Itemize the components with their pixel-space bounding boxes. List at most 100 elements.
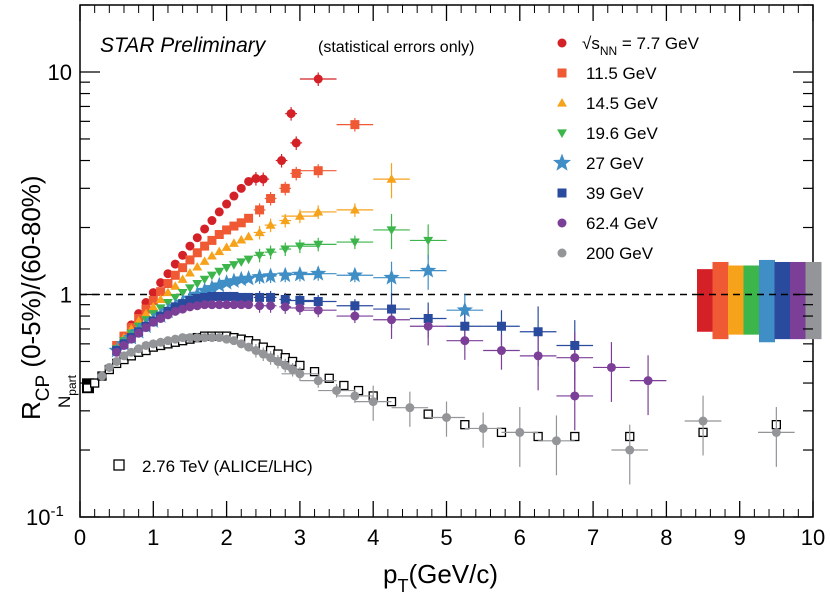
data-point [206, 271, 217, 281]
data-point [214, 207, 224, 217]
data-point [163, 269, 173, 279]
svg-text:Npart: Npart [55, 374, 79, 408]
data-point [200, 300, 210, 310]
data-point [229, 221, 239, 231]
x-tick-label: 4 [367, 525, 379, 550]
alice-legend-entry: 2.76 TeV (ALICE/LHC) [113, 457, 313, 476]
y-axis-title-main: R [16, 401, 46, 420]
data-point [178, 333, 188, 343]
data-point [141, 340, 151, 350]
data-point [533, 327, 543, 337]
data-point [222, 291, 232, 301]
data-point [255, 205, 265, 215]
data-point [211, 276, 228, 293]
legend-label: 39 GeV [586, 184, 644, 203]
x-tick-label: 1 [147, 525, 159, 550]
data-point [291, 138, 301, 148]
data-point [178, 304, 188, 314]
data-point [266, 353, 276, 363]
data-point [280, 360, 290, 370]
data-point [156, 337, 166, 347]
data-point [222, 300, 232, 310]
data-point [185, 295, 195, 305]
data-point [229, 300, 239, 310]
data-point [112, 356, 122, 366]
x-tick-label: 0 [74, 525, 86, 550]
systematic-band [697, 269, 713, 332]
data-point [148, 339, 158, 349]
data-point [200, 292, 210, 302]
data-point [350, 311, 360, 321]
data-point [294, 211, 305, 220]
data-point [244, 300, 254, 310]
data-point [313, 376, 323, 386]
x-tick-label: 6 [514, 525, 526, 550]
data-point [148, 301, 159, 311]
data-point [229, 291, 239, 301]
data-point [643, 376, 653, 386]
x-tick-label: 7 [587, 525, 599, 550]
data-point [229, 191, 239, 201]
data-point [460, 336, 470, 346]
data-point [192, 293, 202, 303]
legend-marker [557, 98, 567, 107]
data-point [236, 218, 246, 228]
data-point [221, 264, 232, 273]
alice-data-point [339, 380, 349, 391]
data-point [170, 293, 181, 303]
data-point [771, 427, 781, 437]
data-point [225, 272, 243, 288]
data-point [346, 266, 364, 283]
legend-marker [557, 188, 567, 198]
data-point [295, 303, 305, 313]
data-point [112, 347, 122, 357]
legend-marker [557, 38, 567, 48]
alice-legend-label: 2.76 TeV (ALICE/LHC) [142, 457, 313, 476]
data-point [313, 74, 323, 84]
data-point [141, 308, 151, 318]
data-point [192, 301, 202, 311]
legend-label: 27 GeV [586, 154, 644, 173]
data-point [200, 241, 210, 251]
data-point [295, 295, 305, 305]
data-point [214, 333, 224, 343]
data-point [207, 216, 217, 226]
data-point [178, 250, 188, 260]
data-point [288, 365, 298, 375]
legend-label: 19.6 GeV [586, 124, 658, 143]
data-point [222, 199, 232, 209]
data-point [199, 275, 210, 285]
alice-data-point [533, 431, 543, 442]
y-axis-title-sub: CP [33, 375, 54, 401]
data-point [214, 230, 224, 240]
y-tick-label: 1 [60, 282, 72, 307]
data-point [313, 240, 324, 250]
legend-label: 11.5 GeV [586, 64, 657, 83]
npart-label-main: N [55, 396, 74, 408]
data-point [420, 262, 437, 278]
svg-text:RCP (0-5%)/(60-80%): RCP (0-5%)/(60-80%) [16, 175, 54, 420]
x-axis-title: pT(GeV/c) [383, 559, 498, 596]
data-point [148, 288, 158, 298]
data-point [221, 242, 232, 251]
data-point [251, 346, 261, 356]
legend-marker [557, 248, 567, 258]
data-point [196, 282, 213, 298]
data-point [383, 269, 400, 285]
legend-marker [552, 153, 572, 171]
legend-marker [557, 129, 567, 138]
data-point [218, 274, 235, 290]
data-point [222, 225, 232, 235]
data-point [163, 287, 173, 297]
data-point [192, 233, 202, 243]
systematic-band [743, 265, 760, 335]
data-point [133, 316, 144, 325]
data-point [177, 288, 188, 298]
data-point [266, 292, 276, 302]
data-point [313, 206, 324, 216]
data-point [496, 321, 506, 331]
systematic-band [805, 261, 822, 340]
data-point [350, 120, 360, 130]
alice-legend-marker [113, 459, 125, 471]
star-preliminary-title: STAR Preliminary [100, 34, 267, 57]
